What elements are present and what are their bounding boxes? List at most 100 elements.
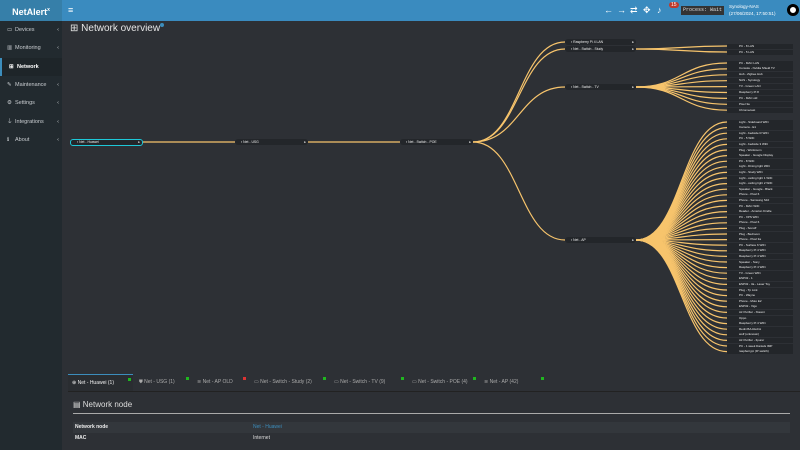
tree-leaf[interactable]: Speaker - Google - Black	[727, 186, 793, 192]
tree-leaf[interactable]: Light - Study WiFi	[727, 169, 793, 175]
bell-icon[interactable]: ♪	[657, 5, 662, 15]
tree-node[interactable]: ▪ Net - AP ▸	[565, 237, 636, 243]
tree-leaf[interactable]: wolf (unknown)	[727, 332, 793, 338]
tree-leaf[interactable]: Air Purifier - Ilpurer	[727, 337, 793, 343]
tree-leaf[interactable]: Raspberry Pi 4 WiFi	[727, 253, 793, 259]
tree-leaf[interactable]: Air Purifier - Xiaomi	[727, 309, 793, 315]
tree-leaf[interactable]: NAS - Synology	[727, 78, 793, 84]
tree-leaf[interactable]: PC - Surface 6 WiFi	[727, 242, 793, 248]
tree-leaf[interactable]: Light - bedside R WiFi	[727, 130, 793, 136]
status-indicator	[473, 377, 476, 380]
divider	[73, 413, 790, 414]
tree-leaf[interactable]: Pixel 3a	[727, 101, 793, 107]
tree-leaf[interactable]: Camera - E1	[727, 125, 793, 131]
tree-leaf[interactable]: Raspberry Pi 4 WiFi	[727, 248, 793, 254]
tree-leaf[interactable]: PC - 5 LAN	[727, 49, 793, 55]
tree-leaf[interactable]: Light - ceiling light 2 WiFi	[727, 181, 793, 187]
tree-leaf[interactable]: PC - XPS WiFi	[727, 214, 793, 220]
tab-node[interactable]: ▭ Net - Switch - TV (9)	[330, 374, 406, 391]
tree-leaf[interactable]: PC - 8 LAN	[727, 43, 793, 49]
tree-leaf[interactable]: Reader - Amazon Kindle	[727, 209, 793, 215]
tree-leaf[interactable]: TV - Green WiFi	[727, 270, 793, 276]
sidebar-item-monitoring[interactable]: ▥ Monitoring ‹	[0, 39, 62, 57]
tree-leaf[interactable]: Phone - Samsung S10	[727, 197, 793, 203]
tree-leaf[interactable]: Phone - Pixel 3a	[727, 237, 793, 243]
tree-leaf[interactable]: Light - Dining light WiFi	[727, 164, 793, 170]
tree-leaf[interactable]: PC - 1 week Daniels IMP	[727, 343, 793, 349]
tab-node[interactable]: ≋ Net - AP (42)	[480, 374, 546, 391]
sidebar-item-network[interactable]: ⊞ Network	[0, 57, 62, 76]
tree-leaf[interactable]: Raspberry Pi 4 WiFi	[727, 321, 793, 327]
collapse-toggle-icon[interactable]: ▸	[632, 40, 634, 44]
help-dot-icon[interactable]	[160, 23, 165, 27]
row-value[interactable]: Net - Huawei	[253, 424, 282, 430]
chevron-left-icon: ‹	[57, 136, 59, 143]
tree-node[interactable]: ▪ Net - USG ▸	[235, 139, 308, 145]
tree-leaf[interactable]: Chromecast	[727, 107, 793, 113]
tree-node[interactable]: ▪ Net - Switch - Study ▸	[565, 46, 636, 52]
tree-leaf[interactable]: PC - 8 WiFi	[727, 158, 793, 164]
sidebar-item-maintenance[interactable]: ✎ Maintenance ‹	[0, 76, 62, 94]
tab-node[interactable]: ▭ Net - Switch - POE (4)	[408, 374, 478, 391]
tree-leaf[interactable]: PC - Wayne	[727, 293, 793, 299]
tree-leaf[interactable]: Raspberry Pi 4 WiFi	[727, 265, 793, 271]
tree-node[interactable]: ▪ Raspberry Pi 4 LAN ▸	[565, 39, 636, 45]
tree-leaf[interactable]: Plug - Sonoff	[727, 225, 793, 231]
tree-leaf[interactable]: Console - Nvidia Shield TV	[727, 66, 793, 72]
tree-node[interactable]: ▪ Net - Switch - POE ▸	[400, 139, 473, 145]
tree-leaf[interactable]: Phone - Pixel 6	[727, 220, 793, 226]
tree-leaf[interactable]: Plug - Bedroom	[727, 231, 793, 237]
tab-node[interactable]: ▭ Net - Switch - Study (2)	[250, 374, 328, 391]
collapse-toggle-icon[interactable]: ▸	[632, 85, 634, 89]
collapse-toggle-icon[interactable]: ▸	[138, 140, 140, 144]
tree-leaf[interactable]: Light - bedside 3 WiFi	[727, 141, 793, 147]
arrow-left-icon[interactable]: ←	[604, 5, 613, 15]
tree-leaf[interactable]: Redmi5A-Redmi	[727, 326, 793, 332]
tree-leaf[interactable]: Oppo	[727, 315, 793, 321]
tree-node[interactable]: ▪ Net - Huawei ▸	[70, 139, 143, 146]
tab-node[interactable]: ⊕ Net - Huawei (1)	[68, 374, 133, 391]
tab-node[interactable]: ⛊ Net - USG (1)	[135, 374, 191, 391]
tree-leaf[interactable]: Light - ceiling light 1 WiFi	[727, 175, 793, 181]
tree-leaf[interactable]: Plug - Workroom	[727, 147, 793, 153]
sidebar-item-about[interactable]: ℹ About ‹	[0, 131, 62, 149]
sidebar-item-settings[interactable]: ⚙ Settings ‹	[0, 94, 62, 112]
tree-leaf[interactable]: raspberrypi (IP switch)	[727, 349, 793, 355]
tree-link	[472, 86, 566, 143]
tree-leaf[interactable]: PC - MAC old	[727, 95, 793, 101]
device-icon: ▪	[406, 140, 409, 144]
arrow-right-icon[interactable]: →	[617, 5, 626, 15]
tree-leaf[interactable]: Speaker - Google Display	[727, 153, 793, 159]
collapse-toggle-icon[interactable]: ▸	[469, 140, 471, 144]
tree-leaf[interactable]: Phone - Moto E2	[727, 298, 793, 304]
avatar[interactable]	[787, 4, 799, 16]
tree-leaf[interactable]: ESP32 - 1	[727, 276, 793, 282]
tree-leaf[interactable]: PC - 5 WiFi	[727, 136, 793, 142]
move-icon[interactable]: ✥	[643, 5, 651, 15]
tree-leaf[interactable]: Speaker - Sony	[727, 259, 793, 265]
tree-node[interactable]: ▪ Net - Switch - TV ▸	[565, 84, 636, 90]
tree-leaf[interactable]: PC - MAC WiFi	[727, 203, 793, 209]
tree-leaf[interactable]: ESP32 - Vigo	[727, 304, 793, 310]
refresh-icon[interactable]: ⇄	[630, 5, 638, 15]
tree-leaf[interactable]: ESP32 - 3a - Laser Toy	[727, 281, 793, 287]
tree-leaf[interactable]: PC - MAC LAN	[727, 60, 793, 66]
collapse-toggle-icon[interactable]: ▸	[632, 47, 634, 51]
tree-leaf[interactable]: Raspberry Pi 8	[727, 90, 793, 95]
tree-leaf[interactable]: Light - Sideboard WiFi	[727, 119, 793, 125]
tree-leaf[interactable]: Phone - Pixel 6	[727, 192, 793, 198]
hamburger-icon[interactable]: ≡	[68, 5, 74, 15]
tree-leaf[interactable]: Plug - Tp Link	[727, 287, 793, 293]
sidebar-item-devices[interactable]: ▭ Devices ‹	[0, 21, 62, 39]
tree-leaf[interactable]: Hub - Zigbee Hub	[727, 72, 793, 78]
sidebar-item-integrations[interactable]: ⏚ Integrations ‹	[0, 113, 62, 131]
tree-leaf[interactable]: TV - Green LAN	[727, 84, 793, 90]
chevron-left-icon: ‹	[57, 27, 59, 33]
tab-node[interactable]: ≋ Net - AP OLD	[193, 374, 248, 391]
logo[interactable]: NetAlertx	[0, 0, 62, 21]
collapse-toggle-icon[interactable]: ▸	[304, 140, 306, 144]
collapse-toggle-icon[interactable]: ▸	[632, 238, 634, 242]
sidebar-item-label: Devices	[15, 27, 35, 33]
notification-badge: 15	[669, 2, 679, 8]
chart-icon: ▥	[7, 45, 13, 52]
